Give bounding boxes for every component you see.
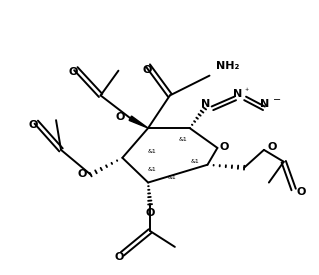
Text: N: N	[233, 89, 242, 100]
Text: &1: &1	[148, 149, 156, 154]
Text: O: O	[29, 120, 38, 130]
Text: &1: &1	[167, 175, 176, 180]
Text: O: O	[78, 169, 87, 179]
Text: O: O	[145, 208, 155, 218]
Text: N: N	[201, 99, 210, 109]
Text: &1: &1	[190, 159, 199, 164]
Text: O: O	[115, 252, 124, 262]
Text: O: O	[143, 65, 152, 75]
Text: &1: &1	[148, 167, 156, 172]
Text: &1: &1	[178, 138, 187, 142]
Text: NH₂: NH₂	[216, 61, 240, 71]
Text: O: O	[116, 112, 125, 122]
Text: O: O	[68, 67, 78, 77]
Text: +: +	[244, 87, 248, 92]
Text: O: O	[297, 188, 306, 197]
Polygon shape	[129, 116, 148, 128]
Text: O: O	[220, 142, 229, 152]
Text: −: −	[273, 95, 281, 105]
Text: N: N	[260, 99, 270, 109]
Text: O: O	[268, 142, 277, 152]
